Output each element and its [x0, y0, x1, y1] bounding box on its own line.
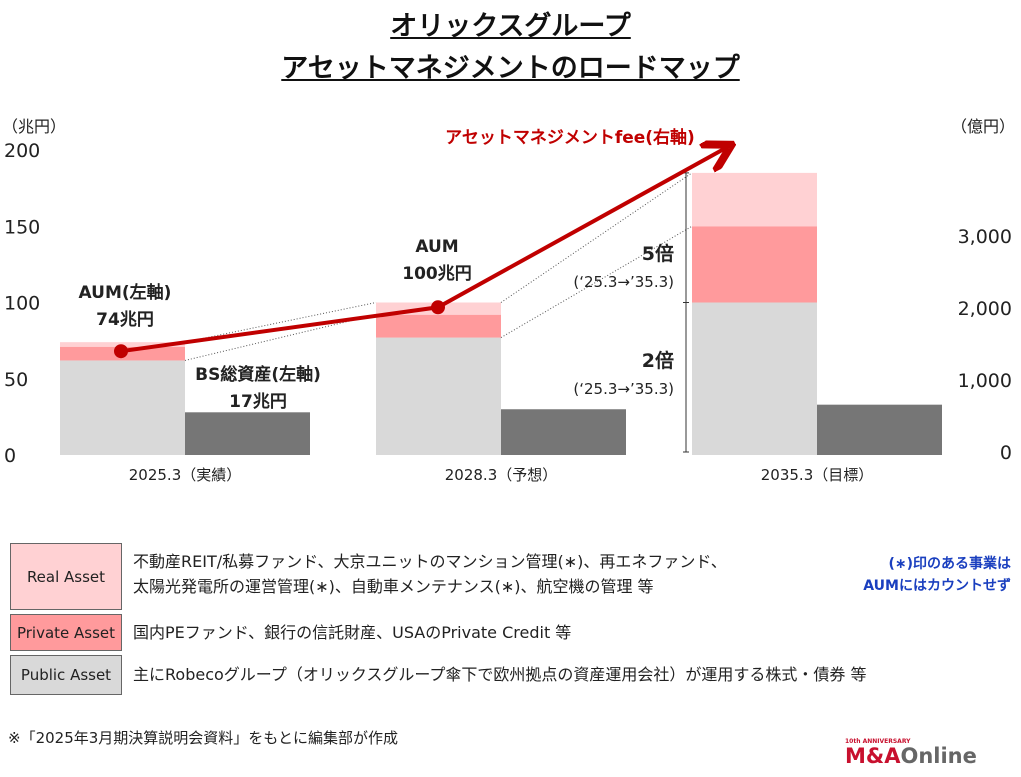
aum-2028-label: AUM: [415, 237, 458, 257]
bar-bs-assets: [185, 412, 310, 455]
note-line1: (∗)印のある事業は: [888, 556, 1011, 572]
footnote: ※「2025年3月期決算説明会資料」をもとに編集部が作成: [8, 729, 398, 747]
bar-public-asset: [692, 302, 817, 455]
legend-real-asset: Real Asset: [10, 543, 122, 610]
bar-private-asset: [376, 314, 501, 338]
bar-public-asset: [376, 337, 501, 455]
logo-anniversary: 10th ANNIVERSARY: [845, 738, 911, 745]
left-tick: 0: [4, 445, 16, 467]
fee-label: アセットマネジメントfee(右軸): [445, 127, 695, 148]
category-label: 2028.3（予想）: [445, 466, 558, 484]
growth-2x: 2倍: [642, 349, 674, 372]
bar-bs-assets: [817, 404, 942, 455]
connector-dotted: [500, 172, 693, 303]
left-tick: 100: [4, 293, 40, 315]
logo-name-a: M&A: [845, 744, 901, 768]
right-tick: 1,000: [958, 370, 1012, 392]
bs-2025-label: 17兆円: [229, 392, 287, 412]
aum-2025-label: 74兆円: [96, 310, 154, 330]
right-axis-unit: （億円）: [951, 117, 1015, 136]
right-tick: 3,000: [958, 226, 1012, 248]
legend-real-desc-2: 太陽光発電所の運営管理(∗)、自動車メンテナンス(∗)、航空機の管理 等: [133, 577, 654, 596]
left-tick: 50: [4, 369, 28, 391]
aum-2028-label: 100兆円: [402, 264, 472, 284]
connector-dotted: [500, 225, 693, 339]
category-label: 2035.3（目標）: [761, 466, 874, 484]
logo-name: M&AOnline: [845, 745, 977, 767]
fee-point: [431, 300, 445, 315]
aum-2025-label: AUM(左軸): [79, 282, 172, 303]
left-tick: 200: [4, 140, 40, 162]
legend-real-desc: 不動産REIT/私募ファンド、大京ユニットのマンション管理(∗)、再エネファンド…: [133, 549, 727, 599]
title-line1: オリックスグループ: [390, 11, 631, 42]
logo-name-b: Online: [900, 744, 977, 768]
category-label: 2025.3（実績）: [129, 466, 242, 484]
left-tick: 150: [4, 216, 40, 238]
left-axis-unit: （兆円）: [2, 117, 66, 136]
ma-online-logo: 10th ANNIVERSARY M&AOnline: [845, 738, 977, 767]
growth-2x-period: (‘25.3→’35.3): [573, 380, 674, 398]
bar-private-asset: [692, 226, 817, 303]
bs-2025-label: BS総資産(左軸): [195, 364, 321, 385]
note-line2: AUMにはカウントせず: [863, 578, 1011, 594]
legend-public-asset: Public Asset: [10, 655, 122, 695]
legend-real-desc-1: 不動産REIT/私募ファンド、大京ユニットのマンション管理(∗)、再エネファンド…: [133, 552, 727, 571]
legend-public-desc: 主にRobecoグループ（オリックスグループ傘下で欧州拠点の資産運用会社）が運用…: [133, 665, 867, 684]
aum-note: (∗)印のある事業は AUMにはカウントせず: [863, 553, 1011, 597]
legend-private-asset: Private Asset: [10, 614, 122, 651]
title-line2: アセットマネジメントのロードマップ: [281, 53, 740, 84]
fee-point: [114, 344, 128, 359]
bar-real-asset: [692, 172, 817, 227]
legend-private-desc: 国内PEファンド、銀行の信託財産、USAのPrivate Credit 等: [133, 623, 572, 642]
connector-dotted: [184, 302, 377, 343]
growth-5x-period: (‘25.3→’35.3): [573, 273, 674, 291]
growth-5x: 5倍: [642, 242, 674, 265]
bar-public-asset: [60, 360, 185, 455]
right-tick: 2,000: [958, 298, 1012, 320]
bar-bs-assets: [501, 409, 626, 455]
right-tick: 0: [1000, 442, 1012, 464]
chart: （兆円） 0 50 100 150 200 （億円） 0 1,000 2,000 3,000 2025…: [2, 117, 1015, 484]
